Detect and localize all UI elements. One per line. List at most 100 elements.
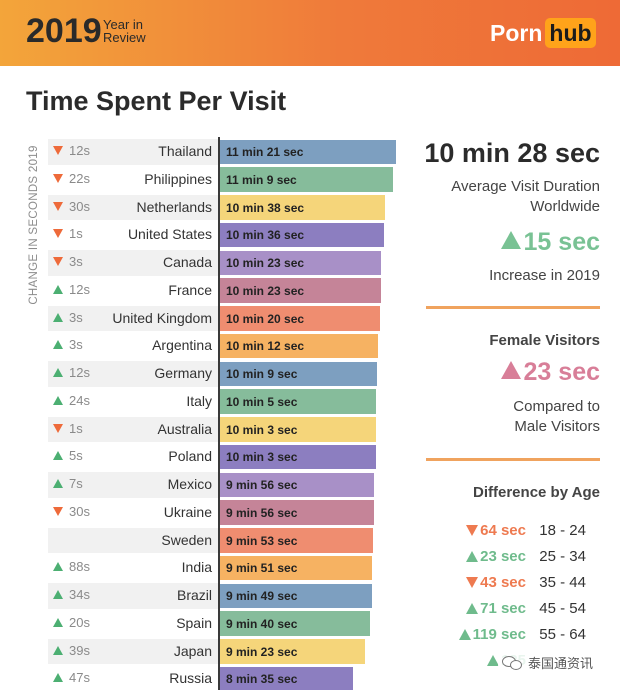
table-row: 88s India 9 min 51 sec bbox=[0, 554, 420, 582]
table-row: 34s Brazil 9 min 49 sec bbox=[0, 582, 420, 610]
arrow-up-icon bbox=[53, 645, 63, 655]
row-background bbox=[48, 305, 218, 331]
category-label: Argentina bbox=[152, 337, 212, 354]
arrow-down-icon bbox=[466, 576, 479, 588]
female-visitors-value: 23 sec bbox=[500, 358, 600, 387]
table-row: 12s Thailand 11 min 21 sec bbox=[0, 138, 420, 166]
category-label: Australia bbox=[157, 420, 212, 437]
arrow-up-icon bbox=[53, 451, 63, 461]
age-range: 55 - 64 bbox=[539, 625, 586, 643]
arrow-up-icon bbox=[53, 617, 63, 627]
change-text: 1s bbox=[69, 420, 83, 436]
female-arrow-icon bbox=[500, 361, 521, 379]
watermark: 泰国通资讯 bbox=[498, 652, 598, 673]
change-text: 30s bbox=[69, 503, 90, 519]
change-value: 20s bbox=[53, 615, 90, 630]
bar bbox=[220, 666, 353, 690]
row-background bbox=[48, 250, 218, 276]
age-range: 35 - 44 bbox=[539, 573, 586, 591]
change-value: 12s bbox=[53, 143, 90, 158]
change-text: 3s bbox=[69, 254, 83, 269]
bar bbox=[220, 472, 374, 497]
bar bbox=[220, 555, 372, 581]
bar bbox=[220, 528, 373, 553]
change-text: 3s bbox=[69, 309, 83, 325]
watermark-text: 泰国通资讯 bbox=[528, 656, 594, 671]
age-row: 71 sec 45 - 54 bbox=[466, 597, 586, 619]
row-background bbox=[48, 361, 218, 387]
age-difference-title: Difference by Age bbox=[473, 484, 600, 501]
bar bbox=[220, 639, 365, 664]
increase-value: 15 sec bbox=[500, 228, 600, 257]
category-label: France bbox=[168, 281, 212, 298]
bar-value-label: 9 min 40 sec bbox=[226, 616, 298, 631]
change-text: 3s bbox=[69, 337, 83, 353]
category-label: Ukraine bbox=[163, 503, 212, 520]
category-label: Russia bbox=[169, 670, 212, 687]
table-row: 3s United Kingdom 10 min 20 sec bbox=[0, 305, 420, 333]
category-label: Japan bbox=[173, 642, 212, 659]
row-background bbox=[48, 139, 218, 165]
bar-value-label: 8 min 35 sec bbox=[226, 672, 298, 687]
page-title: Time Spent Per Visit bbox=[26, 86, 287, 116]
age-change-text: 119 sec bbox=[472, 625, 526, 643]
year-title: 2019 bbox=[26, 12, 102, 50]
bar bbox=[220, 389, 376, 414]
bar-value-label: 9 min 49 sec bbox=[226, 589, 298, 603]
category-label: Mexico bbox=[167, 476, 212, 492]
average-duration-label: Average Visit Duration bbox=[451, 178, 600, 195]
bar bbox=[220, 306, 380, 331]
increase-label: Increase in 2019 bbox=[489, 267, 600, 284]
table-row: 1s United States 10 min 36 sec bbox=[0, 221, 420, 249]
age-row: 43 sec 35 - 44 bbox=[466, 571, 586, 593]
age-change-text: 71 sec bbox=[480, 599, 526, 617]
change-text: 12s bbox=[69, 365, 90, 380]
arrow-up-icon bbox=[53, 340, 63, 350]
bar-value-label: 9 min 53 sec bbox=[226, 533, 298, 548]
arrow-down-icon bbox=[53, 229, 63, 239]
age-row: 119 sec 55 - 64 bbox=[458, 623, 586, 645]
change-value: 3s bbox=[53, 337, 83, 352]
change-text: 7s bbox=[69, 476, 83, 491]
table-row: 30s Ukraine 9 min 56 sec bbox=[0, 499, 420, 527]
age-range: 18 - 24 bbox=[539, 521, 586, 539]
female-compare-label-2: Male Visitors bbox=[514, 418, 600, 435]
age-change: 23 sec bbox=[466, 548, 526, 565]
bar bbox=[220, 361, 377, 386]
category-label: Italy bbox=[186, 392, 212, 409]
row-background bbox=[48, 416, 218, 442]
row-background bbox=[48, 583, 218, 609]
table-row: 12s France 10 min 23 sec bbox=[0, 277, 420, 305]
category-label: Sweden bbox=[161, 531, 212, 548]
change-value: 5s bbox=[53, 448, 83, 463]
table-row: 5s Poland 10 min 3 sec bbox=[0, 443, 420, 471]
row-background bbox=[48, 472, 218, 498]
change-text: 47s bbox=[69, 670, 90, 686]
change-value: 3s bbox=[53, 310, 83, 325]
arrow-down-icon bbox=[53, 201, 63, 211]
table-row: 30s Netherlands 10 min 38 sec bbox=[0, 194, 420, 222]
change-value: 30s bbox=[53, 199, 90, 214]
table-row: Sweden 9 min 53 sec bbox=[0, 527, 420, 555]
arrow-up-icon bbox=[53, 395, 63, 405]
bar bbox=[220, 278, 381, 303]
table-row: 1s Australia 10 min 3 sec bbox=[0, 416, 420, 444]
bar-value-label: 9 min 23 sec bbox=[226, 644, 298, 659]
row-background bbox=[48, 194, 218, 220]
year-subtitle-line2: Review bbox=[103, 30, 146, 45]
logo-text: Porn bbox=[490, 19, 543, 46]
row-background bbox=[48, 527, 218, 553]
age-change-text: 23 sec bbox=[480, 547, 526, 565]
change-value: 12s bbox=[53, 365, 90, 380]
bar bbox=[220, 500, 374, 525]
bar-value-label: 9 min 56 sec bbox=[226, 478, 298, 492]
bar-value-label: 10 min 9 sec bbox=[226, 367, 298, 381]
row-background bbox=[48, 638, 218, 664]
bar bbox=[220, 250, 381, 275]
change-value: 12s bbox=[53, 282, 90, 297]
age-range: 25 - 34 bbox=[539, 547, 586, 565]
bar-value-label: 10 min 36 sec bbox=[226, 228, 305, 243]
category-label: Canada bbox=[162, 254, 212, 270]
table-row: 3s Argentina 10 min 12 sec bbox=[0, 332, 420, 360]
bar-value-label: 10 min 12 sec bbox=[226, 339, 305, 354]
